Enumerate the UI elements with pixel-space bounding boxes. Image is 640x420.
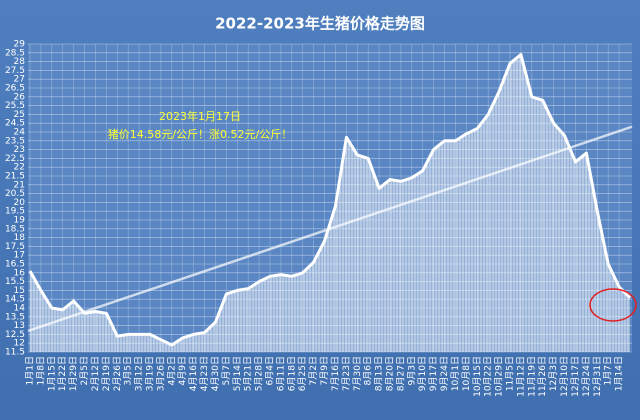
y-tick-label: 12.5 [5,330,25,340]
line [28,53,632,347]
x-tick-label: 7月2日 [308,356,319,385]
y-tick-label: 25 [14,110,25,120]
x-tick-label: 6月25日 [297,356,308,391]
y-tick-label: 19 [14,216,26,226]
x-tick-label: 10月8日 [461,356,472,391]
x-tick-label: 11月19日 [526,356,537,397]
x-tick-label: 5月21日 [243,356,254,391]
x-tick-label: 10月22日 [483,356,494,397]
y-tick-label: 19.5 [5,207,25,217]
x-tick-label: 9月17日 [428,356,439,391]
x-tick-label: 1月1日 [25,356,36,385]
x-tick-label: 12月10日 [559,356,570,397]
y-tick-label: 15.5 [5,277,25,287]
x-tick-label: 9月24日 [439,356,450,391]
y-tick-label: 23.5 [5,136,25,146]
y-tick-label: 18.5 [5,224,25,234]
x-tick-label: 7月23日 [341,356,352,391]
y-tick-label: 13.5 [5,312,25,322]
x-tick-label: 5月28日 [254,356,265,391]
x-tick-label: 12月31日 [592,356,603,397]
x-tick-label: 3月26日 [155,356,166,391]
x-tick-label: 10月15日 [472,356,483,397]
y-tick-label: 12 [14,339,25,349]
x-tick-label: 8月6日 [363,356,374,385]
x-tick-label: 2月19日 [101,356,112,391]
x-tick-label: 7月30日 [352,356,363,391]
x-tick-label: 1月7日 [603,356,614,385]
x-tick-label: 10月1日 [450,356,461,391]
y-tick-label: 21.5 [5,172,25,182]
highlight-ellipse [589,288,637,322]
x-tick-label: 12月3日 [548,356,559,391]
x-tick-label: 7月9日 [319,356,330,385]
x-tick-label: 4月9日 [177,356,188,385]
x-tick-label: 3月12日 [134,356,145,391]
y-tick-label: 22 [14,163,25,173]
y-tick-label: 21 [14,180,25,190]
x-tick-label: 6月4日 [265,356,276,385]
x-tick-label: 8月13日 [374,356,385,391]
y-tick-label: 22.5 [5,154,25,164]
x-tick-label: 7月16日 [330,356,341,391]
x-tick-label: 11月26日 [537,356,548,397]
y-tick-label: 17 [14,251,25,261]
x-tick-label: 2月26日 [112,356,123,391]
x-tick-label: 11月12日 [515,356,526,397]
y-tick-label: 17.5 [5,242,25,252]
x-tick-label: 10月29日 [494,356,505,397]
y-tick-label: 24.5 [5,119,25,129]
y-tick-label: 23 [14,145,25,155]
x-tick-label: 8月20日 [385,356,396,391]
y-tick-label: 26.5 [5,84,25,94]
trend-line [27,125,633,333]
y-tick-label: 13 [14,321,25,331]
x-tick-label: 8月27日 [395,356,406,391]
x-tick-label: 9月10日 [417,356,428,391]
y-tick-label: 26 [14,92,26,102]
x-tick-label: 3月5日 [123,356,134,385]
y-tick-label: 25.5 [5,101,25,111]
y-tick-label: 24 [14,128,26,138]
x-tick-label: 3月19日 [145,356,156,391]
y-tick-label: 15 [14,286,25,296]
y-tick-label: 28 [14,57,26,67]
y-tick-label: 16.5 [5,260,25,270]
y-tick-label: 28.5 [5,48,25,58]
x-tick-label: 1月22日 [57,356,68,391]
y-tick-label: 14.5 [5,295,25,305]
x-tick-label: 1月29日 [68,356,79,391]
y-tick-label: 20 [14,198,26,208]
annotation: 2023年1月17日 [159,109,241,123]
x-tick-label: 2月5日 [79,356,90,385]
y-tick-label: 11.5 [5,348,25,358]
y-tick-label: 27 [14,75,25,85]
x-tick-label: 6月18日 [286,356,297,391]
chart-title: 2022-2023年生猪价格走势图 [215,15,425,33]
x-tick-label: 5月7日 [221,356,232,385]
x-tick-label: 5月14日 [232,356,243,391]
y-tick-label: 18 [14,233,26,243]
x-tick-label: 12月24日 [581,356,592,397]
y-tick-label: 20.5 [5,189,25,199]
x-tick-label: 12月17日 [570,356,581,397]
x-tick-label: 4月23日 [199,356,210,391]
x-tick-label: 6月11日 [275,356,286,391]
annotation: 猪价14.58元/公斤！涨0.52元/公斤！ [108,128,292,141]
x-tick-label: 4月16日 [188,356,199,391]
x-tick-label: 9月3日 [406,356,417,385]
x-tick-label: 1月14日 [614,356,625,391]
x-tick-label: 4月30日 [210,356,221,391]
y-tick-label: 14 [14,304,26,314]
x-tick-label: 1月8日 [35,356,46,385]
x-tick-label: 11月5日 [505,356,516,391]
y-tick-label: 29 [14,40,26,50]
y-tick-label: 16 [14,268,26,278]
x-tick-label: 4月2日 [166,356,177,385]
x-tick-label: 1月15日 [46,356,57,391]
y-tick-label: 27.5 [5,66,25,76]
area [30,54,630,352]
x-tick-label: 2月12日 [90,356,101,391]
